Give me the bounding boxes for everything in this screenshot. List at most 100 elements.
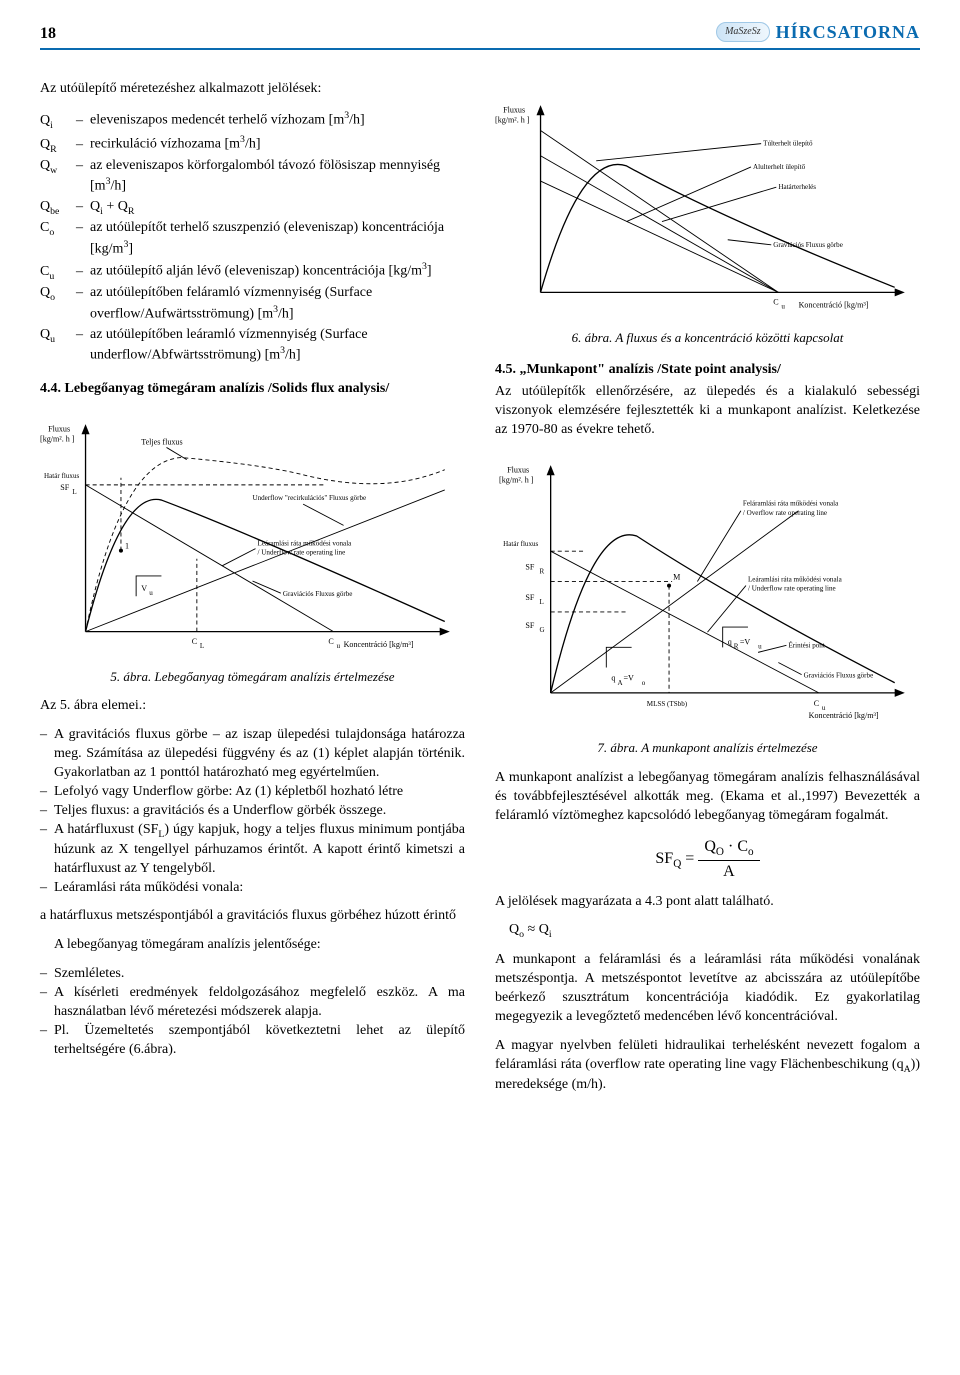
svg-text:[kg/m². h ]: [kg/m². h ]: [40, 434, 75, 443]
def-desc: eleveniszapos medencét terhelő vízhozam …: [90, 109, 465, 131]
definition-row: Cu–az utóülepítő alján lévő (eleveniszap…: [40, 260, 465, 283]
def-dash: –: [76, 219, 90, 238]
svg-text:C: C: [328, 637, 333, 646]
def-dash: –: [76, 112, 90, 131]
fig5-bullets: –A gravitációs fluxus görbe – az iszap ü…: [40, 726, 465, 897]
svg-text:u: u: [758, 642, 762, 650]
page-header: 18 MaSzeSz HÍRCSATORNA: [40, 20, 920, 50]
svg-text:q: q: [611, 674, 615, 683]
svg-text:Underflow "recirkulációs" Flux: Underflow "recirkulációs" Fluxus görbe: [253, 494, 367, 502]
svg-text:/ Underflow rate operating lin: / Underflow rate operating line: [258, 549, 346, 557]
svg-text:[kg/m². h ]: [kg/m². h ]: [499, 476, 534, 485]
svg-text:=V: =V: [624, 674, 635, 683]
az5-tail2: A lebegőanyag tömegáram analízis jelentő…: [54, 936, 465, 955]
def-desc: recirkuláció vízhozama [m3/h]: [90, 133, 465, 155]
left-column: Az utóülepítő méretezéshez alkalmazott j…: [40, 80, 465, 1105]
def-symbol: Qi: [40, 112, 76, 132]
def-dash: –: [76, 157, 90, 176]
figure-7-caption: 7. ábra. A munkapont analízis értelmezés…: [495, 739, 920, 757]
def-desc: az utóülepítőt terhelő szuszpenzió (elev…: [90, 219, 465, 259]
fig5-bullets-2: –Szemléletes.–A kísérleti eredmények fel…: [40, 965, 465, 1059]
svg-text:Leáramlási ráta működési vonal: Leáramlási ráta működési vonala: [748, 576, 843, 584]
equation-sfq: SFQ = QO · Co A: [495, 836, 920, 883]
svg-text:C: C: [192, 637, 197, 646]
svg-text:V: V: [141, 584, 147, 593]
page-number: 18: [40, 23, 56, 45]
list-item: –A határfluxust (SFL) úgy kapjuk, hogy a…: [40, 821, 465, 879]
def-symbol: Qbe: [40, 198, 76, 218]
svg-text:1: 1: [125, 541, 129, 550]
svg-text:G: G: [540, 626, 545, 634]
svg-text:Koncentráció [kg/m³]: Koncentráció [kg/m³]: [799, 301, 869, 310]
list-item: –Pl. Üzemeltetés szempontjából következt…: [40, 1022, 465, 1060]
p7d: A munkapont a feláramlási és a leáramlás…: [495, 951, 920, 1027]
svg-text:u: u: [781, 303, 785, 311]
p7b: A jelölések magyarázata a 4.3 pont alatt…: [495, 893, 920, 912]
svg-text:Határ fluxus: Határ fluxus: [503, 540, 538, 548]
definition-list: Qi–eleveniszapos medencét terhelő vízhoz…: [40, 109, 465, 366]
definition-row: Qw–az eleveniszapos körforgalomból távoz…: [40, 157, 465, 197]
defs-intro: Az utóülepítő méretezéshez alkalmazott j…: [40, 80, 465, 99]
list-item: –Leáramlási ráta működési vonala:: [40, 879, 465, 898]
svg-text:Koncentráció [kg/m³]: Koncentráció [kg/m³]: [809, 711, 879, 720]
right-column: Fluxus [kg/m². h ] Koncentráció [kg/m³] …: [495, 80, 920, 1105]
definition-row: Qo–az utóülepítőben feláramló vízmennyis…: [40, 284, 465, 324]
figure-7: Fluxus [kg/m². h ] Koncentráció [kg/m³] …: [495, 450, 920, 733]
content-columns: Az utóülepítő méretezéshez alkalmazott j…: [40, 80, 920, 1105]
svg-text:L: L: [200, 642, 204, 650]
svg-text:SF: SF: [525, 563, 534, 572]
def-desc: az utóülepítőben leáramló vízmennyiség (…: [90, 326, 465, 366]
brand-wrap: MaSzeSz HÍRCSATORNA: [716, 20, 920, 44]
svg-text:SF: SF: [525, 621, 534, 630]
svg-text:Alulterhelt ülepítő: Alulterhelt ülepítő: [753, 163, 806, 171]
list-item: –Szemléletes.: [40, 965, 465, 984]
def-symbol: Cu: [40, 263, 76, 283]
svg-text:C: C: [814, 699, 819, 708]
svg-text:u: u: [149, 589, 153, 597]
figure-6-caption: 6. ábra. A fluxus és a koncentráció közö…: [495, 329, 920, 347]
svg-text:Feláramlási ráta működési vona: Feláramlási ráta működési vonala: [743, 500, 839, 508]
p45: Az utóülepítők ellenőrzésére, az ülepedé…: [495, 383, 920, 440]
figure-5: Fluxus [kg/m². h ] Koncentráció [kg/m³] …: [40, 409, 465, 662]
def-dash: –: [76, 136, 90, 155]
svg-text:u: u: [822, 704, 826, 712]
list-item: –A kísérleti eredmények feldolgozásához …: [40, 984, 465, 1022]
az5-tail1: a határfluxus metszéspontjából a gravitá…: [40, 907, 465, 926]
svg-text:Fluxus: Fluxus: [48, 424, 70, 433]
list-item: –A gravitációs fluxus görbe – az iszap ü…: [40, 726, 465, 783]
def-symbol: Qo: [40, 284, 76, 304]
definition-row: Qbe–Qi + QR: [40, 198, 465, 218]
svg-text:Graviációs Fluxus görbe: Graviációs Fluxus görbe: [804, 672, 874, 680]
p7e: A magyar nyelvben felületi hidraulikai t…: [495, 1037, 920, 1095]
svg-text:L: L: [72, 488, 76, 496]
definition-row: Qu–az utóülepítőben leáramló vízmennyisé…: [40, 326, 465, 366]
def-dash: –: [76, 326, 90, 345]
svg-text:/ Underflow rate operating lin: / Underflow rate operating line: [748, 585, 836, 593]
svg-text:M: M: [673, 573, 680, 582]
eq-fraction: QO · Co A: [698, 836, 759, 883]
svg-text:=V: =V: [740, 637, 751, 646]
svg-text:L: L: [540, 598, 544, 606]
def-symbol: Qw: [40, 157, 76, 177]
svg-text:[kg/m². h ]: [kg/m². h ]: [495, 116, 530, 125]
figure-6: Fluxus [kg/m². h ] Koncentráció [kg/m³] …: [495, 90, 920, 323]
svg-text:q: q: [728, 637, 732, 646]
svg-text:Teljes fluxus: Teljes fluxus: [141, 437, 182, 446]
svg-text:Koncentráció [kg/m³]: Koncentráció [kg/m³]: [344, 640, 414, 649]
eq-numerator: QO · Co: [698, 836, 759, 861]
svg-text:Fluxus: Fluxus: [507, 465, 529, 474]
svg-text:u: u: [336, 642, 340, 650]
definition-row: Co–az utóülepítőt terhelő szuszpenzió (e…: [40, 219, 465, 259]
svg-text:R: R: [540, 568, 545, 576]
svg-text:C: C: [773, 298, 778, 307]
def-desc: az eleveniszapos körforgalomból távozó f…: [90, 157, 465, 197]
figure-5-caption: 5. ábra. Lebegőanyag tömegáram analízis …: [40, 668, 465, 686]
logo-pill: MaSzeSz: [716, 22, 770, 42]
def-symbol: Co: [40, 219, 76, 239]
brand-name: HÍRCSATORNA: [776, 20, 920, 44]
def-dash: –: [76, 284, 90, 303]
p7c: Qo ≈ Qi: [509, 921, 920, 941]
svg-text:Határterhelés: Határterhelés: [778, 183, 816, 191]
figure-6-svg: Fluxus [kg/m². h ] Koncentráció [kg/m³] …: [495, 90, 920, 323]
svg-text:Érintési pont: Érintési pont: [788, 641, 824, 649]
